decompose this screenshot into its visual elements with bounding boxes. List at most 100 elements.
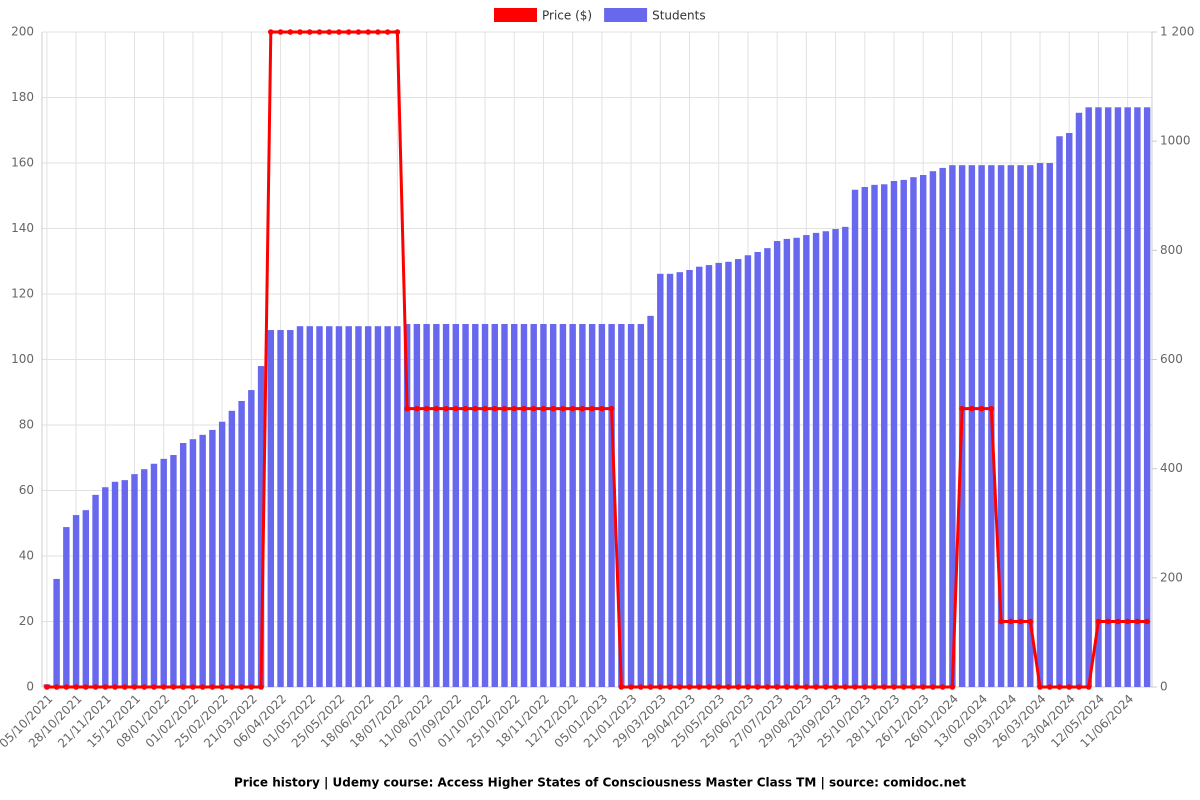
bar bbox=[384, 326, 391, 687]
bar bbox=[355, 326, 362, 687]
bar bbox=[618, 324, 625, 687]
price-point bbox=[910, 684, 917, 690]
bar bbox=[919, 175, 927, 687]
bar bbox=[520, 324, 528, 687]
bar bbox=[462, 324, 469, 687]
bar bbox=[968, 165, 976, 687]
y2-tick-label: 0 bbox=[1160, 680, 1168, 694]
bar bbox=[647, 315, 654, 687]
price-point bbox=[988, 405, 995, 412]
bar bbox=[345, 326, 352, 687]
y-tick-label: 40 bbox=[19, 549, 34, 563]
bar bbox=[72, 515, 80, 687]
bar bbox=[179, 443, 187, 687]
price-point bbox=[277, 29, 284, 35]
bar bbox=[1114, 107, 1122, 687]
y2-tick-label: 600 bbox=[1160, 352, 1183, 366]
bar bbox=[978, 165, 985, 687]
bar bbox=[277, 330, 284, 687]
bar bbox=[812, 232, 820, 687]
bar bbox=[881, 184, 888, 687]
bar bbox=[734, 259, 742, 687]
bar bbox=[228, 410, 236, 687]
bar bbox=[744, 255, 752, 687]
y-tick-label: 140 bbox=[11, 221, 34, 235]
price-point bbox=[209, 684, 216, 690]
price-point bbox=[939, 684, 946, 690]
bar bbox=[296, 326, 304, 687]
bar bbox=[248, 390, 255, 687]
price-point bbox=[608, 405, 615, 412]
bar bbox=[403, 324, 411, 687]
price-point bbox=[219, 684, 225, 690]
y-tick-label: 100 bbox=[11, 352, 34, 366]
y2-tick-label: 1000 bbox=[1160, 134, 1191, 148]
price-point bbox=[1046, 684, 1053, 690]
price-point bbox=[443, 405, 449, 412]
price-point bbox=[647, 684, 654, 690]
price-point bbox=[414, 405, 420, 412]
bar bbox=[150, 463, 158, 687]
price-point bbox=[803, 684, 810, 690]
price-point bbox=[745, 684, 751, 690]
legend-swatch bbox=[494, 8, 537, 22]
y-tick-label: 80 bbox=[19, 418, 34, 432]
price-point bbox=[823, 684, 829, 690]
bar bbox=[579, 324, 586, 687]
y-tick-label: 60 bbox=[19, 483, 34, 497]
price-point bbox=[881, 684, 888, 690]
price-point bbox=[1134, 618, 1141, 625]
price-point bbox=[1008, 618, 1014, 625]
price-point bbox=[121, 684, 128, 690]
price-point bbox=[530, 405, 537, 412]
price-point bbox=[725, 684, 732, 690]
price-point bbox=[491, 405, 498, 412]
bar bbox=[199, 434, 206, 687]
bar bbox=[102, 487, 109, 687]
price-point bbox=[384, 29, 391, 35]
bar bbox=[394, 326, 401, 687]
bar bbox=[501, 324, 508, 687]
price-point bbox=[589, 405, 595, 412]
bar bbox=[316, 326, 323, 687]
bar bbox=[267, 330, 275, 687]
bar bbox=[92, 494, 99, 687]
price-point bbox=[355, 29, 362, 35]
price-point bbox=[190, 684, 196, 690]
bar bbox=[803, 235, 810, 688]
bar bbox=[452, 324, 460, 687]
price-point bbox=[832, 684, 839, 690]
bar bbox=[696, 266, 703, 687]
price-point bbox=[151, 684, 157, 690]
price-point bbox=[793, 684, 800, 690]
price-point bbox=[229, 684, 235, 690]
price-point bbox=[1124, 618, 1131, 625]
y2-tick-label: 1 200 bbox=[1160, 25, 1194, 39]
y-tick-label: 120 bbox=[11, 287, 34, 301]
bar bbox=[598, 324, 606, 687]
bar bbox=[1056, 136, 1063, 688]
price-point bbox=[998, 618, 1004, 625]
price-point bbox=[63, 684, 70, 690]
bar bbox=[997, 165, 1005, 687]
bar bbox=[608, 324, 615, 687]
price-point bbox=[1027, 618, 1034, 625]
price-point bbox=[599, 405, 605, 412]
bar bbox=[851, 189, 859, 687]
price-point bbox=[1095, 618, 1102, 625]
price-point bbox=[959, 405, 965, 412]
price-point bbox=[706, 684, 712, 690]
bar bbox=[413, 324, 421, 687]
price-point bbox=[978, 405, 985, 412]
price-point bbox=[774, 684, 780, 690]
bar bbox=[783, 238, 791, 687]
bar bbox=[871, 184, 878, 688]
bar bbox=[530, 324, 537, 687]
price-point bbox=[238, 684, 245, 690]
y-tick-label: 160 bbox=[11, 156, 34, 170]
legend-label: Students bbox=[652, 9, 706, 23]
price-point bbox=[511, 405, 518, 412]
price-point bbox=[258, 684, 264, 690]
price-point bbox=[569, 405, 576, 412]
